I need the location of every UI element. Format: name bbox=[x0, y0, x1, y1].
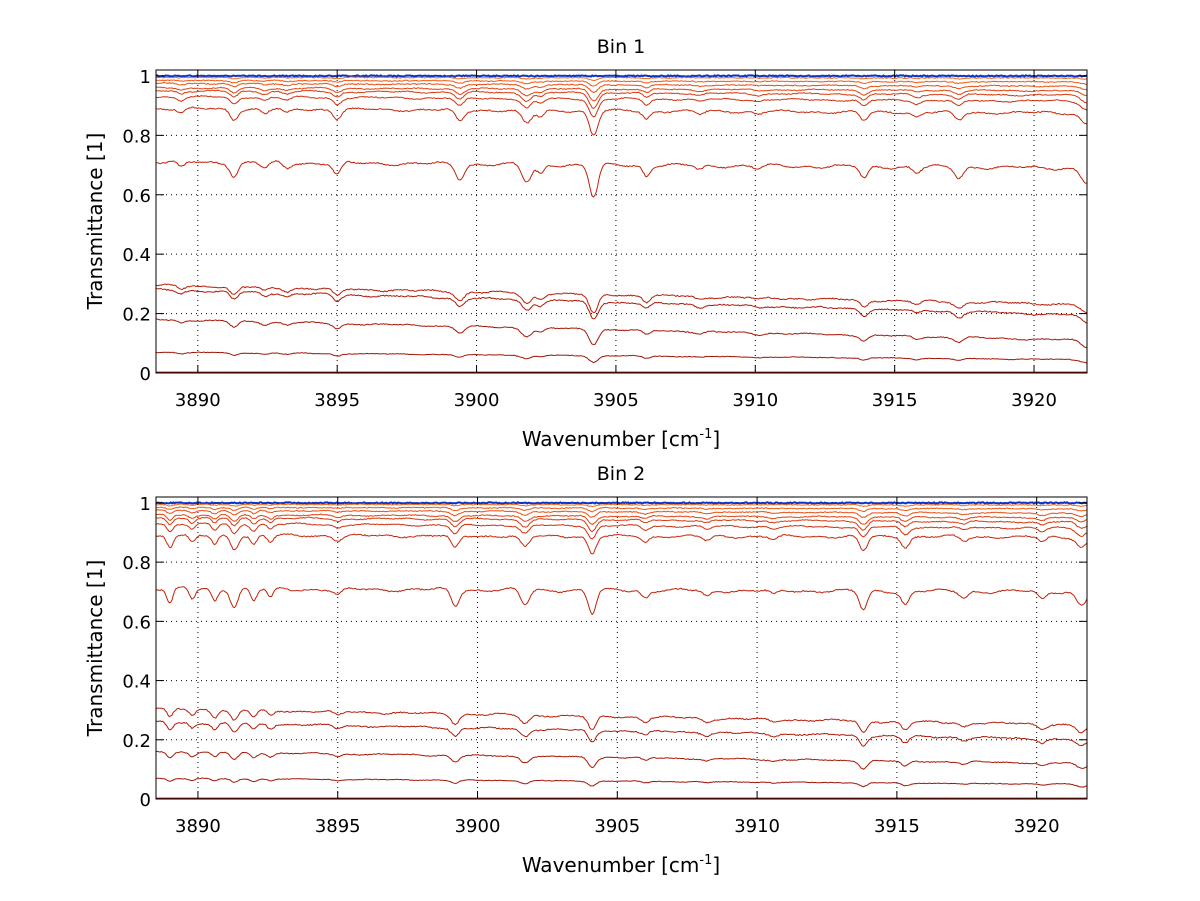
y-tick-label: 0.8 bbox=[122, 553, 151, 574]
series-line-level-4 bbox=[155, 509, 1088, 519]
y-tick-label: 0.6 bbox=[122, 612, 151, 633]
x-tick-label: 3900 bbox=[454, 390, 500, 411]
chart-title: Bin 1 bbox=[597, 36, 645, 58]
series-group bbox=[155, 74, 1088, 373]
y-tick-label: 0.6 bbox=[122, 186, 151, 207]
y-axis-label: Transmittance [1] bbox=[83, 133, 107, 311]
x-tick-labels: 3890 3895 3900 3905 3910 3915 3920 bbox=[175, 390, 1057, 411]
y-tick-label: 0 bbox=[140, 790, 151, 811]
y-tick-label: 0 bbox=[140, 364, 151, 385]
series-line-level-2 bbox=[155, 76, 1088, 81]
series-line-level-1 bbox=[155, 74, 1088, 78]
series-line-level-6 bbox=[155, 516, 1088, 533]
panel-bin-2: Bin 2 3890 3895 3900 3905 3910 3915 3920 00.20… bbox=[83, 463, 1088, 877]
series-line-level-4 bbox=[155, 81, 1088, 94]
y-tick-label: 1 bbox=[140, 494, 151, 515]
series-line-level-8 bbox=[155, 533, 1088, 555]
y-tick-labels: 0 0.2 0.4 0.6 0.8 1 bbox=[122, 67, 151, 385]
x-tick-label: 3890 bbox=[175, 390, 221, 411]
y-tick-label: 1 bbox=[140, 67, 151, 88]
axes-box bbox=[155, 496, 1088, 800]
y-axis-label: Transmittance [1] bbox=[83, 560, 107, 738]
series-line-level-9 bbox=[156, 159, 1088, 198]
series-line-level-10 bbox=[155, 707, 1088, 734]
x-axis-label: Wavenumber [cm-1] bbox=[522, 853, 720, 877]
plot-area bbox=[156, 497, 1087, 799]
plot-area bbox=[156, 70, 1087, 373]
tick-marks bbox=[156, 70, 1087, 374]
axes-box bbox=[155, 69, 1088, 374]
x-tick-label: 3915 bbox=[874, 816, 920, 837]
series-line-level-3 bbox=[156, 79, 1088, 87]
y-tick-label: 0.4 bbox=[122, 245, 151, 266]
x-tick-label: 3895 bbox=[315, 816, 361, 837]
series-line-level-12 bbox=[155, 318, 1088, 349]
y-tick-label: 0.2 bbox=[122, 731, 151, 752]
x-tick-label: 3910 bbox=[732, 390, 778, 411]
series-line-level-3 bbox=[155, 506, 1088, 513]
series-line-level-2 bbox=[156, 503, 1088, 508]
x-tick-label: 3915 bbox=[872, 390, 918, 411]
y-tick-label: 0.2 bbox=[122, 305, 151, 326]
x-tick-label: 3905 bbox=[594, 816, 640, 837]
x-tick-label: 3920 bbox=[1011, 390, 1057, 411]
series-line-level-6 bbox=[156, 89, 1088, 109]
series-line-level-13 bbox=[155, 777, 1088, 788]
series-group bbox=[155, 501, 1088, 799]
series-line-level-11 bbox=[155, 720, 1088, 747]
panel-bin-1: Bin 1 3890 3895 3900 3905 3910 3915 3920 00.20… bbox=[83, 36, 1088, 451]
x-axis-label: Wavenumber [cm-1] bbox=[522, 427, 720, 451]
series-line-level-13 bbox=[155, 351, 1088, 364]
series-line-level-10 bbox=[155, 283, 1088, 314]
series-line-level-9 bbox=[155, 586, 1088, 616]
series-line-level-7 bbox=[155, 522, 1088, 540]
chart-title: Bin 2 bbox=[597, 463, 645, 485]
x-tick-labels: 3890 3895 3900 3905 3910 3915 3920 bbox=[175, 816, 1060, 837]
series-line-level-1 bbox=[155, 501, 1088, 505]
series-line-level-8 bbox=[155, 106, 1088, 136]
x-tick-label: 3900 bbox=[455, 816, 501, 837]
y-tick-labels: 0 0.2 0.4 0.6 0.8 1 bbox=[122, 494, 151, 811]
series-line-level-11 bbox=[155, 287, 1088, 324]
y-tick-label: 0.8 bbox=[122, 126, 151, 147]
series-line-level-5 bbox=[155, 86, 1088, 102]
series-line-level-12 bbox=[155, 750, 1088, 770]
x-tick-label: 3905 bbox=[593, 390, 639, 411]
y-tick-label: 0.4 bbox=[122, 672, 151, 693]
x-tick-label: 3910 bbox=[734, 816, 780, 837]
series-line-level-7 bbox=[155, 95, 1088, 118]
tick-marks bbox=[156, 497, 1087, 800]
x-tick-label: 3890 bbox=[175, 816, 221, 837]
x-tick-label: 3920 bbox=[1014, 816, 1060, 837]
series-line-level-5 bbox=[155, 513, 1088, 525]
x-tick-label: 3895 bbox=[314, 390, 360, 411]
